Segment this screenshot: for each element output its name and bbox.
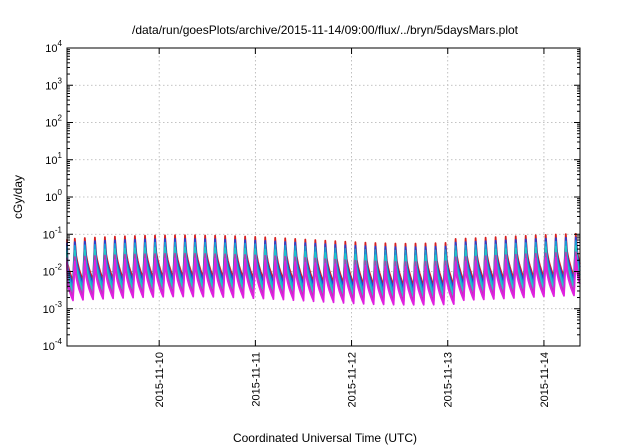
y-tick-label: 103 [45, 76, 62, 92]
x-tick-label: 2015-11-11 [250, 352, 262, 407]
x-tick-label: 2015-11-10 [154, 352, 166, 407]
axis-layer: 10-4 10-3 10-2 10-1 100 101 102 103 104 2015-11-1… [43, 39, 580, 407]
x-tick-label: 2015-11-13 [443, 352, 455, 407]
y-tick-label: 10-3 [43, 300, 63, 316]
x-tick-label: 2015-11-12 [347, 352, 359, 407]
y-tick-label: 104 [45, 39, 62, 55]
x-axis-label: Coordinated Universal Time (UTC) [233, 431, 417, 445]
series-line [66, 255, 581, 306]
y-tick-label: 10-1 [43, 225, 63, 241]
x-tick-label: 2015-11-14 [539, 352, 551, 407]
y-tick-label: 100 [45, 188, 62, 204]
y-tick-label: 10-4 [43, 337, 63, 353]
y-tick-label: 102 [45, 114, 62, 130]
y-tick-label: 101 [45, 151, 62, 167]
y-axis-label: cGy/day [11, 175, 25, 219]
y-tick-label: 10-2 [43, 263, 63, 279]
series-layer [66, 232, 581, 306]
chart-title: /data/run/goesPlots/archive/2015-11-14/0… [132, 23, 519, 37]
